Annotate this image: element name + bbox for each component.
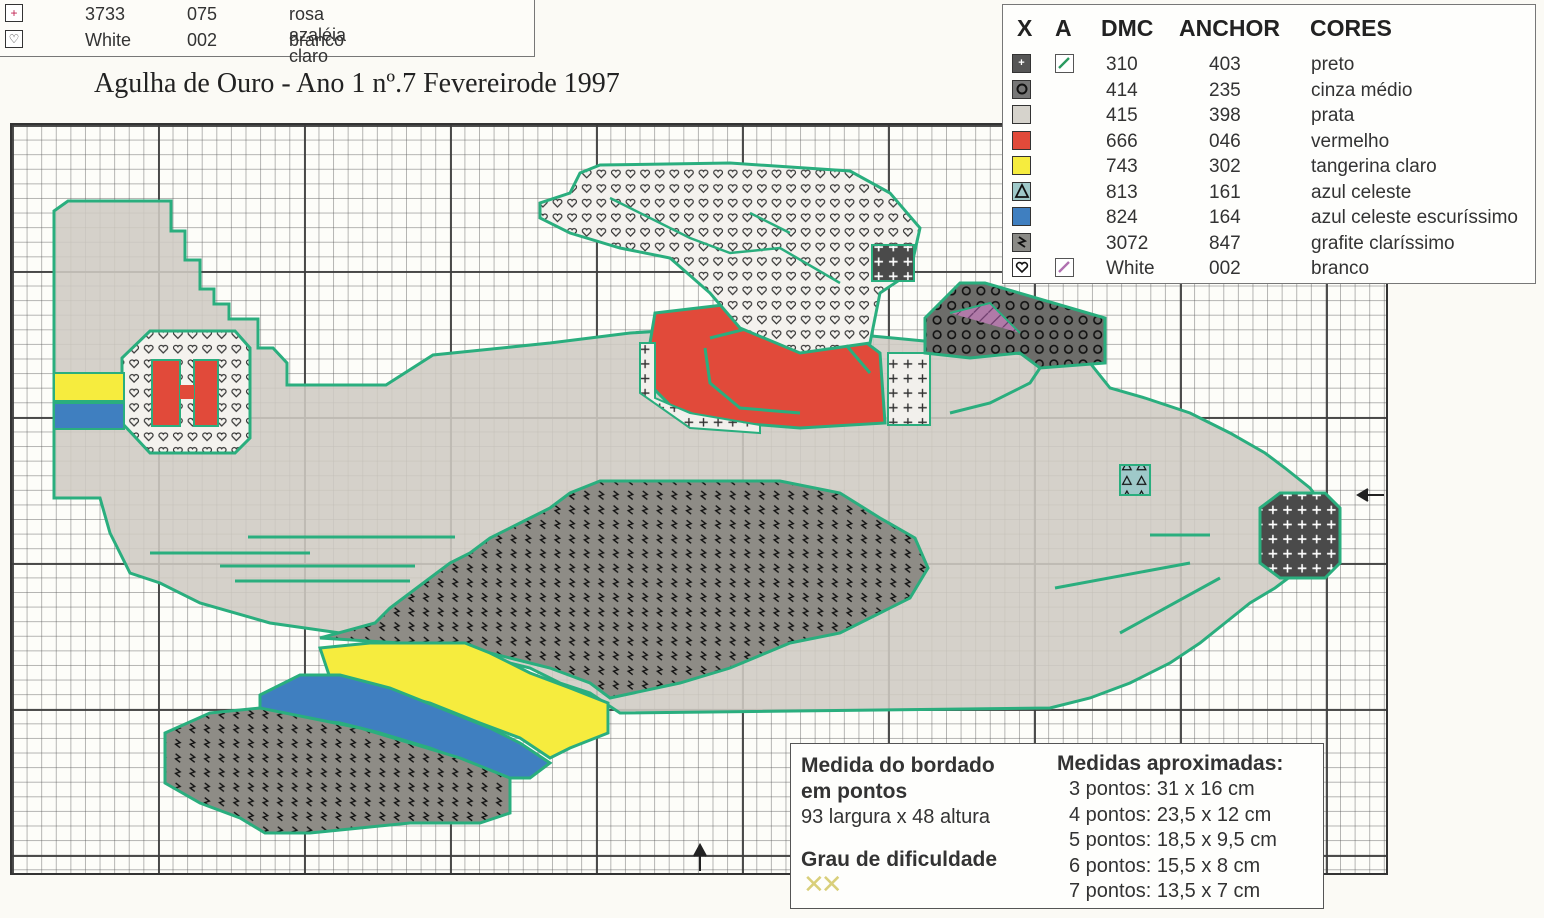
backstitch-swatch-icon [1055,258,1074,277]
ring-stitch-cluster [923,281,1107,370]
legend-row: 666 046 vermelho [1003,130,1535,155]
measures-title: Medidas aproximadas: [1057,752,1284,775]
color-name: prata [1311,105,1355,126]
cross-stitch-pattern [52,161,1384,871]
measure-item: 5 pontos: 18,5 x 9,5 cm [1069,829,1277,851]
black-plus-block-eye [1258,491,1342,580]
cross-icon: ✕ [803,869,825,899]
center-arrow-bottom [693,842,707,871]
measure-item: 4 pontos: 23,5 x 12 cm [1069,804,1272,826]
anchor-code: 046 [1209,131,1241,152]
triangle-icon [1012,182,1031,201]
legend-row: 743 302 tangerina claro [1003,155,1535,180]
col-header-dmc: DMC [1101,15,1154,41]
plus-icon: + [5,4,23,22]
graphite-tail-area [163,706,512,835]
backstitch-swatch-icon [1055,54,1074,73]
color-name: grafite claríssimo [1311,233,1455,254]
difficulty-title: Grau de dificuldade [801,848,998,871]
anchor-code: 398 [1209,105,1241,126]
col-header-anchor: ANCHOR [1179,15,1280,41]
dmc-code: White [85,30,132,50]
black-plus-block-top [871,244,915,282]
anchor-code: 403 [1209,54,1241,75]
legend-row: + 310 403 preto [1003,53,1535,78]
blue-stripe-left [53,402,125,430]
dmc-code: 824 [1106,207,1138,228]
dmc-code: 813 [1106,182,1138,203]
anchor-code: 002 [1209,258,1241,279]
blank-icon [1012,207,1031,226]
color-name: rosa azaléia claro [289,4,347,66]
col-header-a: A [1055,15,1072,41]
stitch-count: 93 largura x 48 altura [801,806,991,828]
legend-row: 824 164 azul celeste escuríssimo [1003,206,1535,231]
lightning-icon [1012,233,1031,252]
anchor-code: 164 [1209,207,1241,228]
col-header-x: X [1017,15,1033,41]
color-name: azul celeste escuríssimo [1311,207,1518,228]
legend-row: White 002 branco [1003,257,1535,282]
legend-row: 3072 847 grafite claríssimo [1003,232,1535,257]
top-partial-legend: + 3733 075 rosa azaléia claro ♡ White 00… [0,0,535,66]
legend-row: 414 235 cinza médio [1003,79,1535,104]
center-arrow-right [1356,488,1384,502]
dmc-code: 414 [1106,80,1138,101]
anchor-code: 161 [1209,182,1241,203]
measure-item: 6 pontos: 15,5 x 8 cm [1069,855,1261,877]
graphite-belly-area [319,479,930,700]
dmc-code: White [1106,258,1155,279]
legend-row: 415 398 prata [1003,104,1535,129]
size-title: Medida do bordado [801,754,995,777]
difficulty-rating: ✕✕ [803,869,843,900]
heart-icon [1012,258,1031,277]
color-name: preto [1311,54,1355,75]
color-name: vermelho [1311,131,1390,152]
anchor-code: 075 [187,4,218,24]
color-name: branco [289,30,345,50]
blank-icon [1012,105,1031,124]
triangle-stitch-block [1119,464,1151,496]
magazine-caption: Agulha de Ouro - Ano 1 nº.7 Fevereirode … [94,68,620,99]
size-title-2: em pontos [801,780,908,803]
legend-row: 813 161 azul celeste [1003,181,1535,206]
red-window-left-b [193,359,219,427]
anchor-code: 235 [1209,80,1241,101]
yellow-stripe-left [53,372,125,402]
pattern-info-box: Medida do bordado em pontos 93 largura x… [790,743,1324,909]
white-plus-edge [639,342,761,435]
measure-item: 7 pontos: 13,5 x 7 cm [1069,880,1261,902]
cross-icon: ✕ [820,869,843,899]
dmc-code: 415 [1106,105,1138,126]
plus-icon: + [1012,54,1031,73]
dmc-code: 743 [1106,156,1138,177]
dmc-code: 310 [1106,54,1138,75]
measure-item: 3 pontos: 31 x 16 cm [1069,778,1255,800]
color-name: tangerina claro [1311,156,1437,177]
dmc-code: 3733 [85,4,126,24]
anchor-code: 302 [1209,156,1241,177]
blank-icon [1012,131,1031,150]
heart-icon: ♡ [5,30,23,48]
backstitch-lines [150,533,1221,635]
ring-icon [1012,80,1031,99]
color-name: azul celeste [1311,182,1412,203]
dmc-code: 666 [1106,131,1138,152]
anchor-code: 002 [187,30,218,50]
blank-icon [1012,156,1031,175]
red-window-left-a [151,359,181,427]
col-header-cores: CORES [1310,15,1392,41]
color-name: branco [1311,258,1370,279]
dmc-code: 3072 [1106,233,1149,254]
anchor-code: 847 [1209,233,1241,254]
color-name: cinza médio [1311,80,1413,101]
color-legend: X A DMC ANCHOR CORES + 310 403 preto 414… [1002,4,1536,284]
